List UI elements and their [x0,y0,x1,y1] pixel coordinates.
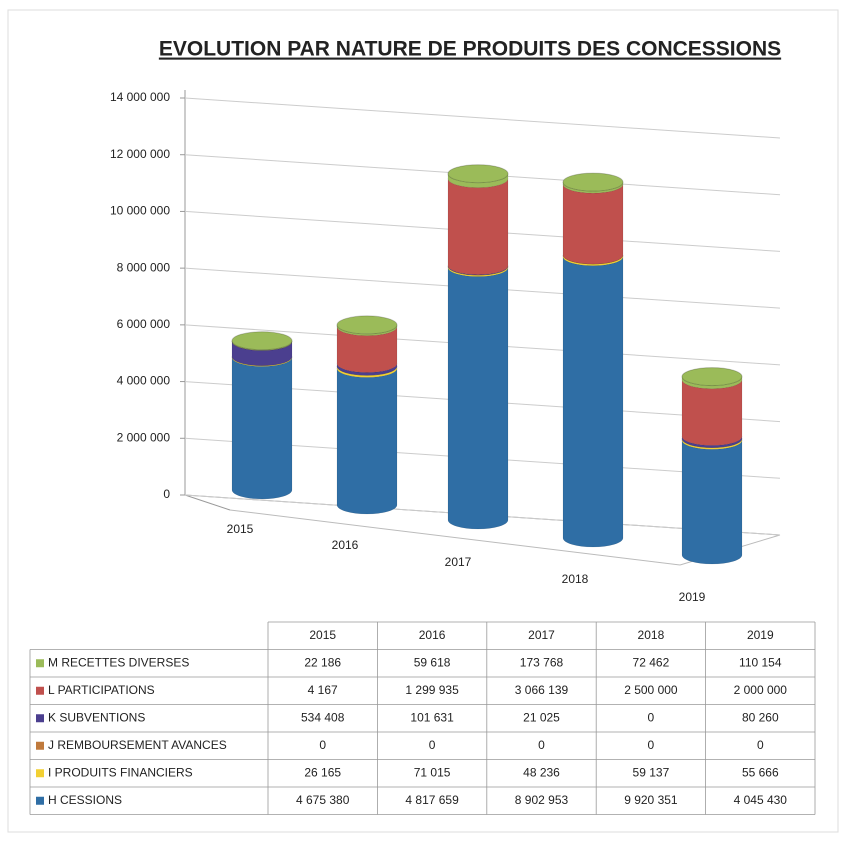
table-cell: 110 154 [739,655,782,669]
table-cell: 22 186 [304,655,341,669]
cylinder-cap [447,164,509,184]
table-cell: 4 675 380 [296,793,350,807]
table-header: 2015 [309,628,336,642]
table-cell: 4 045 430 [734,793,788,807]
table-header: 2017 [528,628,555,642]
table-cell: 0 [757,738,764,752]
legend-swatch [36,769,44,778]
legend-swatch [36,659,44,668]
legend-swatch [36,796,44,805]
table-cell: 9 920 351 [624,793,678,807]
table-cell: 3 066 139 [515,683,569,697]
table-cell: 2 000 000 [734,683,788,697]
cylinder-cap [562,172,624,192]
bar-segment [681,376,743,389]
bar-segment [336,368,398,515]
table-cell: 26 165 [304,765,341,779]
x-tick-label: 2017 [445,555,472,569]
legend-label: M RECETTES DIVERSES [48,655,189,669]
legend-swatch [36,714,44,723]
grid-line [184,97,781,139]
legend-label: K SUBVENTIONS [48,710,145,724]
bar-segment [681,379,743,446]
bar-segment [336,326,398,373]
table-cell: 59 137 [633,765,670,779]
y-tick-label: 0 [163,487,170,501]
bar-segment [231,357,293,500]
frame [7,9,839,833]
bar-segment [447,178,509,275]
table-cell: 55 666 [742,765,779,779]
y-tick-label: 6 000 000 [117,317,171,331]
y-tick-label: 2 000 000 [117,430,171,444]
bar-segment [681,436,743,448]
table-cell: 0 [429,738,436,752]
y-tick-label: 10 000 000 [110,204,170,218]
table-cell: 0 [648,738,655,752]
table-cell: 48 236 [523,765,560,779]
y-tick-label: 4 000 000 [117,374,171,388]
table-cell: 173 768 [520,655,564,669]
chart-title: EVOLUTION PAR NATURE DE PRODUITS DES CON… [159,38,781,61]
bar-segment [447,266,509,277]
table-cell: 0 [648,710,655,724]
table-cell: 2 500 000 [624,683,678,697]
legend-label: L PARTICIPATIONS [48,683,155,697]
bar-segment [681,440,743,565]
cylinder-cap [336,315,398,335]
legend-swatch [36,686,44,695]
table-header: 2016 [419,628,446,642]
y-tick-label: 12 000 000 [110,147,170,161]
cylinder-cap [231,331,293,351]
table-cell: 80 260 [742,710,779,724]
table-cell: 4 167 [308,683,338,697]
table-cell: 8 902 953 [515,793,569,807]
table-cell: 21 025 [523,710,560,724]
bar-segment [231,356,293,367]
cylinder-cap [681,367,743,387]
x-tick-label: 2016 [332,538,359,552]
table-cell: 59 618 [414,655,451,669]
legend-label: H CESSIONS [48,793,122,807]
table-cell: 71 015 [414,765,451,779]
table-cell: 0 [538,738,545,752]
bar-segment [681,438,743,450]
floor-side [184,494,231,511]
y-tick-label: 14 000 000 [110,90,170,104]
bar-segment [447,265,509,276]
table-header: 2018 [638,628,665,642]
y-tick-label: 8 000 000 [117,260,171,274]
legend-swatch [36,741,44,750]
bar-segment [562,184,624,265]
floor-front [229,509,681,566]
table-cell: 534 408 [301,710,345,724]
x-tick-label: 2015 [227,522,254,536]
table-header: 2019 [747,628,774,642]
bar-segment [562,256,624,548]
table-cell: 0 [319,738,326,752]
table-cell: 1 299 935 [405,683,459,697]
table-cell: 72 462 [633,655,670,669]
legend-label: I PRODUITS FINANCIERS [48,765,193,779]
bar-segment [447,267,509,530]
x-tick-label: 2018 [562,572,589,586]
table-cell: 101 631 [410,710,454,724]
bar-segment [562,182,624,194]
x-tick-label: 2019 [679,590,706,604]
table-cell: 4 817 659 [405,793,459,807]
legend-label: J REMBOURSEMENT AVANCES [48,738,227,752]
